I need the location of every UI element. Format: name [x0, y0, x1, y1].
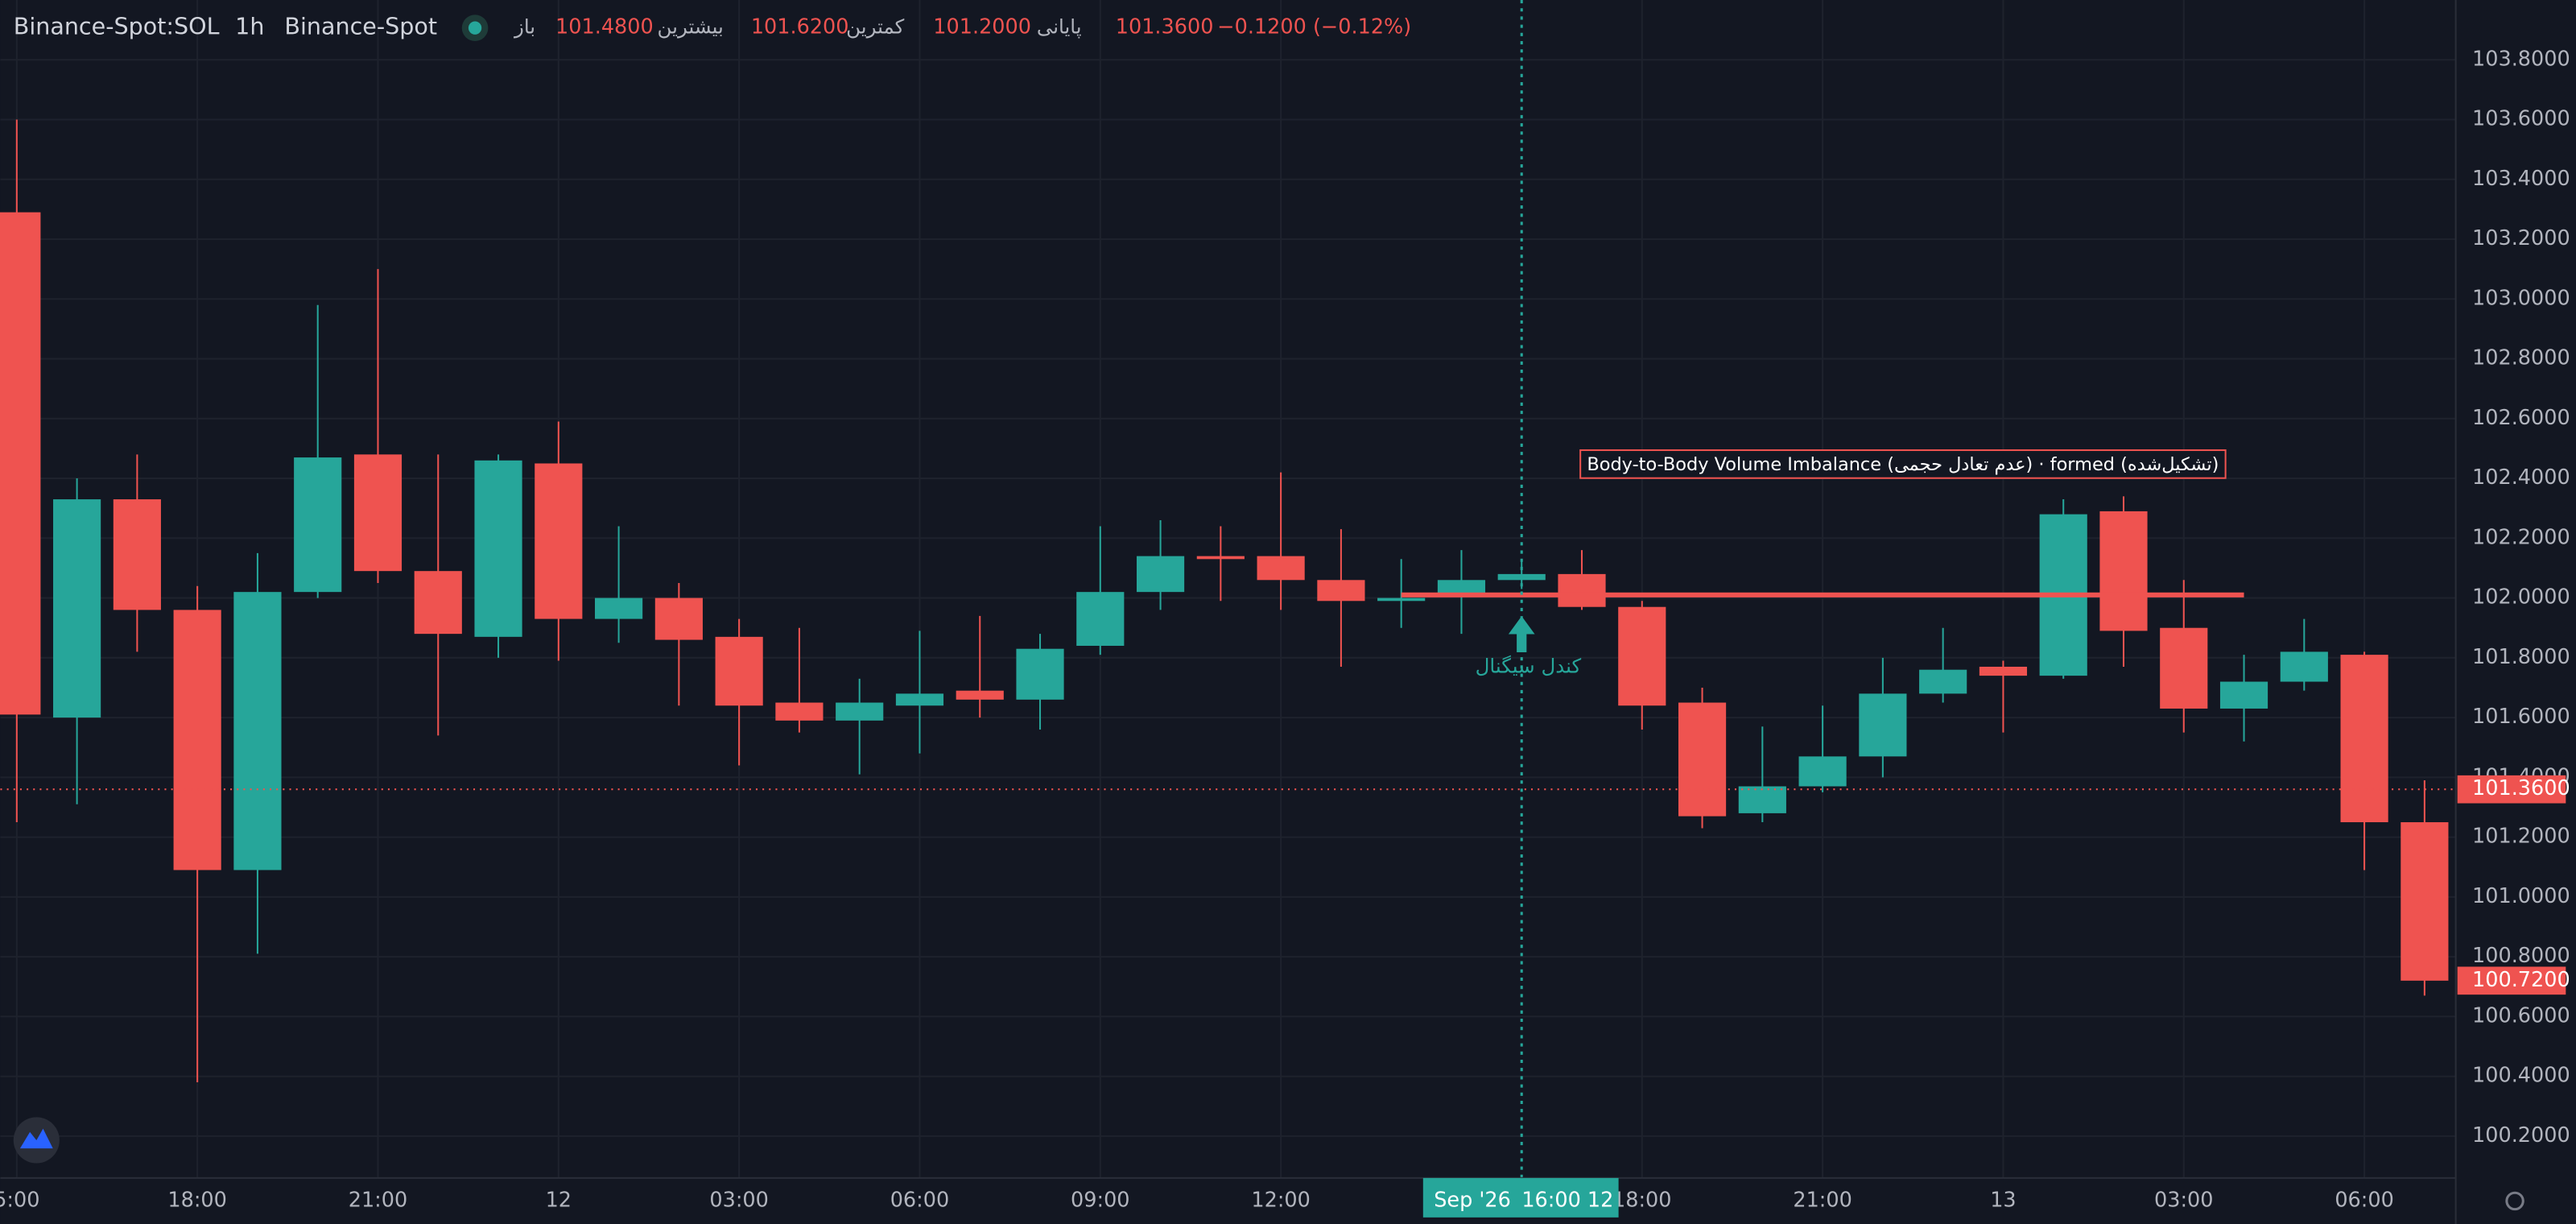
- candle-body: [233, 592, 282, 870]
- low-value: 101.2000: [933, 15, 1031, 39]
- x-tick-label: 21:00: [349, 1188, 408, 1212]
- last-price-label: 101.3600: [2472, 776, 2570, 800]
- x-tick-label: 18:00: [167, 1188, 227, 1212]
- x-tick-label: 09:00: [1071, 1188, 1130, 1212]
- candle-body: [1076, 592, 1125, 646]
- y-tick-label: 100.8000: [2472, 944, 2570, 968]
- x-tick-label: 12: [546, 1188, 572, 1212]
- candle-body: [1678, 702, 1727, 817]
- candle-body: [2401, 822, 2449, 981]
- x-tick-label: 03:00: [2154, 1188, 2214, 1212]
- x-tick-label: 21:00: [1793, 1188, 1852, 1212]
- candle-body: [535, 463, 583, 619]
- crosshair-date: Sep '26: [1434, 1188, 1511, 1212]
- open-label: باز: [513, 15, 535, 39]
- candle-body: [113, 499, 161, 610]
- candle-body: [1798, 756, 1847, 787]
- x-tick-label: 06:00: [890, 1188, 949, 1212]
- candle-body: [2160, 627, 2208, 709]
- crosshair-time: 16:00 12: [1521, 1188, 1613, 1212]
- x-tick-label: 13: [1990, 1188, 2016, 1212]
- y-tick-label: 103.4000: [2472, 167, 2570, 191]
- close-label: پایانی: [1037, 15, 1082, 39]
- candle-body: [654, 598, 703, 640]
- candle-body: [1136, 556, 1185, 593]
- open-value: 101.4800: [555, 15, 654, 39]
- close-value: 101.3600: [1116, 15, 1214, 39]
- exchange: Binance-Spot: [284, 13, 437, 40]
- high-value: 101.6200: [751, 15, 849, 39]
- x-tick-label: 06:00: [2334, 1188, 2394, 1212]
- y-tick-label: 102.0000: [2472, 585, 2570, 610]
- candle-body: [1317, 580, 1365, 602]
- candle-body: [775, 702, 824, 721]
- y-tick-label: 101.2000: [2472, 825, 2570, 849]
- candle-body: [2280, 651, 2328, 682]
- x-tick-label: 03:00: [709, 1188, 769, 1212]
- candle-body: [1618, 606, 1666, 706]
- candle-body: [836, 702, 884, 721]
- x-tick-label: 5:00: [0, 1188, 39, 1212]
- y-tick-label: 103.0000: [2472, 286, 2570, 310]
- imbalance-label-box: [1579, 449, 2227, 479]
- y-tick-label: 102.2000: [2472, 525, 2570, 549]
- y-tick-label: 103.8000: [2472, 47, 2570, 71]
- candle-body: [1738, 786, 1786, 813]
- y-tick-label: 103.2000: [2472, 226, 2570, 250]
- candle-body: [2099, 511, 2148, 631]
- candle-body: [53, 499, 101, 718]
- close-price-label: 100.7200: [2472, 968, 2570, 992]
- candle-body: [0, 212, 41, 715]
- settings-icon[interactable]: [2505, 1191, 2524, 1211]
- high-label: بیشترین: [658, 15, 724, 39]
- candle-body: [1979, 666, 2028, 676]
- candle-body: [1257, 556, 1305, 581]
- candle-body: [1437, 580, 1486, 595]
- candle-body: [1016, 648, 1064, 700]
- x-tick-label: 12:00: [1251, 1188, 1311, 1212]
- interval: 1h: [235, 13, 264, 40]
- candle-body: [1377, 598, 1426, 602]
- crosshair-label-box: [1422, 1177, 1619, 1218]
- candle-body: [414, 571, 462, 635]
- y-tick-label: 102.6000: [2472, 406, 2570, 430]
- y-tick-label: 102.8000: [2472, 346, 2570, 370]
- y-tick-label: 100.4000: [2472, 1064, 2570, 1088]
- candle-body: [1196, 556, 1245, 560]
- logo-icon: [19, 1128, 53, 1149]
- low-label: کمترین: [846, 15, 904, 39]
- change-value: −0.1200 (−0.12%): [1217, 15, 1411, 39]
- candle-body: [715, 636, 763, 706]
- y-tick-label: 103.6000: [2472, 107, 2570, 131]
- candle-body: [595, 598, 643, 619]
- candle-body: [474, 460, 522, 637]
- candle-body: [294, 457, 342, 593]
- y-tick-label: 102.4000: [2472, 465, 2570, 490]
- symbol: Binance-Spot:SOL: [14, 13, 220, 40]
- candle-body: [1558, 573, 1606, 607]
- candle-body: [2219, 681, 2268, 709]
- y-tick-label: 101.0000: [2472, 884, 2570, 908]
- close-price-box: [2457, 966, 2566, 995]
- last-price-box: [2457, 775, 2566, 804]
- candle-body: [173, 610, 221, 870]
- candle-body: [956, 690, 1004, 700]
- status-dot: [468, 21, 482, 35]
- y-tick-label: 100.2000: [2472, 1123, 2570, 1148]
- y-tick-label: 101.6000: [2472, 705, 2570, 729]
- signal-label: کندل سیگنال: [1476, 654, 1582, 677]
- y-tick-label: 100.6000: [2472, 1003, 2570, 1028]
- candle-body: [895, 693, 944, 706]
- candle-body: [353, 454, 402, 572]
- x-tick-label: 18:00: [1612, 1188, 1671, 1212]
- candle-body: [1859, 693, 1907, 757]
- imbalance-label: Body-to-Body Volume Imbalance (عدم تعادل…: [1587, 454, 2219, 475]
- candle-body: [2340, 655, 2388, 823]
- y-tick-label: 101.8000: [2472, 645, 2570, 669]
- candle-body: [1919, 669, 1967, 694]
